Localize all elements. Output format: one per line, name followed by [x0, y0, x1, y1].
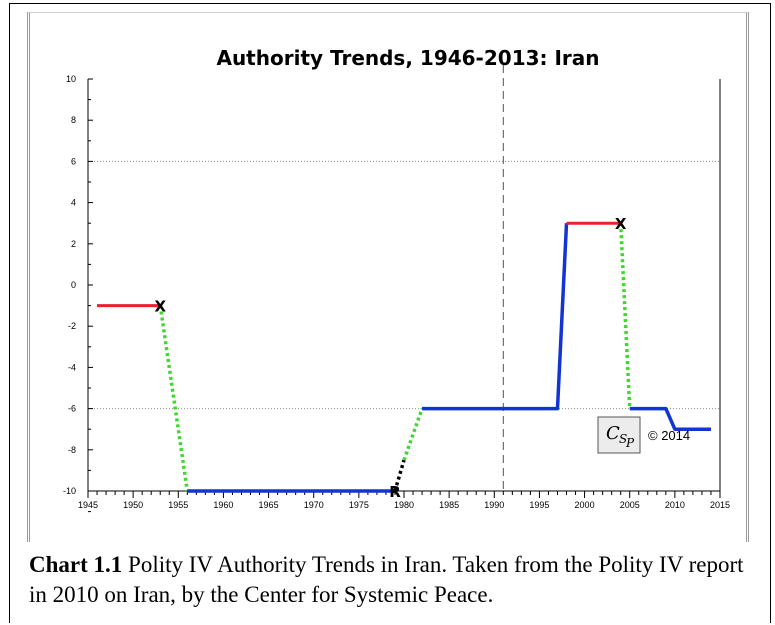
y-tick-label-7: -4 — [68, 362, 76, 372]
x-tick-label-12: 2005 — [620, 500, 640, 510]
series-segment-1 — [158, 305, 190, 492]
y-tick-label-5: 0 — [71, 280, 76, 290]
x-tick-label-9: 1990 — [484, 500, 504, 510]
csp-logo-s: S — [619, 432, 627, 446]
x-tick-label-8: 1985 — [439, 500, 459, 510]
y-tick-label-4: 2 — [71, 239, 76, 249]
y-tick-label-2: 6 — [71, 156, 76, 166]
figure-frame — [9, 3, 771, 623]
figure-caption: Chart 1.1 Polity IV Authority Trends in … — [29, 550, 761, 610]
x-tick-label-1: 1950 — [123, 500, 143, 510]
csp-logo-c: C — [606, 423, 620, 444]
x-tick-label-7: 1980 — [394, 500, 414, 510]
x-tick-label-14: 2015 — [710, 500, 730, 510]
x-tick-label-4: 1965 — [259, 500, 279, 510]
x-tick-label-6: 1975 — [349, 500, 369, 510]
caption-lead: Chart 1.1 — [29, 552, 123, 577]
copyright-text: © 2014 — [648, 428, 690, 443]
x-tick-label-3: 1960 — [213, 500, 233, 510]
series-segment-3 — [393, 459, 406, 492]
x-tick-label-11: 2000 — [575, 500, 595, 510]
csp-logo-p: P — [625, 436, 635, 450]
series-segment-5 — [422, 223, 569, 411]
y-tick-label-3: 4 — [71, 198, 76, 208]
series-segment-7 — [618, 223, 632, 409]
marker-x-0: X — [154, 298, 166, 316]
chart-svg: Authority Trends, 1946-2013: Iran1086420… — [63, 46, 730, 513]
y-tick-label-9: -8 — [68, 445, 76, 455]
y-tick-label-0: 10 — [66, 74, 76, 84]
chart-title: Authority Trends, 1946-2013: Iran — [216, 46, 599, 70]
x-tick-label-5: 1970 — [304, 500, 324, 510]
chart-container: Authority Trends, 1946-2013: Iran 10 8 6 4 2 0… — [27, 12, 749, 542]
series-segment-4 — [402, 408, 424, 461]
series-segment-8 — [629, 406, 711, 431]
y-tick-label-10: -10 — [63, 486, 76, 496]
x-tick-label-0: 1945 — [78, 500, 98, 510]
marker-r-1: R — [389, 483, 401, 501]
y-tick-label-6: -2 — [68, 321, 76, 331]
caption-text: Polity IV Authority Trends in Iran. Take… — [29, 552, 744, 607]
marker-x-2: X — [615, 215, 627, 233]
x-tick-label-2: 1955 — [168, 500, 188, 510]
y-tick-label-1: 8 — [71, 115, 76, 125]
csp-logo-box — [597, 416, 641, 454]
x-tick-label-13: 2010 — [665, 500, 685, 510]
x-tick-label-10: 1995 — [529, 500, 549, 510]
y-tick-label-8: -6 — [68, 404, 76, 414]
